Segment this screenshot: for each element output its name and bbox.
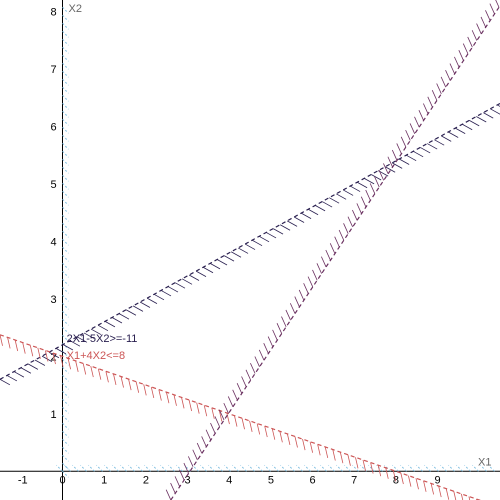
- svg-text:0: 0: [60, 474, 66, 486]
- svg-text:2: 2: [143, 474, 149, 486]
- constraint-hatch-c3: [166, 0, 499, 500]
- svg-text:6: 6: [51, 121, 57, 133]
- svg-text:6: 6: [310, 474, 316, 486]
- svg-text:9: 9: [435, 474, 441, 486]
- svg-text:2X1-5X2>=-11: 2X1-5X2>=-11: [67, 333, 138, 345]
- svg-text:X1: X1: [478, 456, 491, 468]
- svg-text:-1: -1: [18, 474, 28, 486]
- svg-text:4: 4: [51, 236, 57, 248]
- svg-text:5: 5: [51, 179, 57, 191]
- svg-text:3: 3: [185, 474, 191, 486]
- svg-text:7: 7: [51, 64, 57, 76]
- svg-text:8: 8: [51, 6, 57, 18]
- constraint-line-c3: [171, 6, 500, 500]
- svg-text:3: 3: [51, 294, 57, 306]
- svg-text:5: 5: [268, 474, 274, 486]
- svg-text:X1+4X2<=8: X1+4X2<=8: [67, 350, 125, 362]
- svg-text:1: 1: [101, 474, 107, 486]
- svg-text:7: 7: [351, 474, 357, 486]
- svg-text:1: 1: [51, 409, 57, 421]
- svg-text:X2: X2: [69, 3, 82, 15]
- svg-text:4: 4: [226, 474, 232, 486]
- constraint-plot: -1012345678912345678X1X22X1-5X2>=-11X1+4…: [0, 0, 500, 500]
